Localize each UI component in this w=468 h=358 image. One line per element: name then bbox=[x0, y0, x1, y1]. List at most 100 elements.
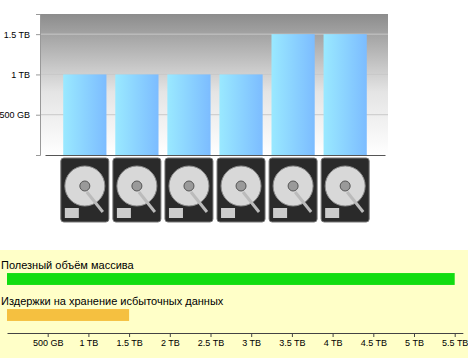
tick: 5.5 TB bbox=[442, 333, 468, 348]
category-label: Полезный объём массива bbox=[1, 259, 135, 271]
bars bbox=[63, 34, 367, 155]
drive-body bbox=[217, 158, 265, 222]
drive-body bbox=[321, 158, 369, 222]
tick: 500 GB bbox=[33, 333, 64, 348]
tick-mark bbox=[211, 333, 212, 337]
tick-mark bbox=[333, 333, 334, 337]
tick-mark bbox=[36, 74, 40, 75]
drive-platter bbox=[221, 166, 261, 206]
tick: 2 TB bbox=[161, 333, 180, 348]
tick-label: 1 TB bbox=[11, 70, 30, 80]
drive-label bbox=[117, 208, 131, 218]
tick: 2.5 TB bbox=[198, 333, 224, 348]
drive-platter bbox=[273, 166, 313, 206]
tick: 1.5 TB bbox=[116, 333, 142, 348]
tick-label: 5.5 TB bbox=[442, 338, 468, 348]
tick-mark bbox=[414, 333, 415, 337]
bar bbox=[271, 34, 314, 155]
panel-background bbox=[0, 250, 468, 358]
tick: 5 TB bbox=[405, 333, 424, 348]
tick-label: 2.5 TB bbox=[198, 338, 224, 348]
bar bbox=[219, 74, 262, 155]
tick-mark bbox=[48, 333, 49, 337]
drive-icons bbox=[61, 158, 369, 222]
drive-spindle bbox=[288, 181, 298, 191]
x-axis bbox=[46, 155, 386, 157]
tick-label: 4.5 TB bbox=[361, 338, 387, 348]
drive-spindle bbox=[236, 181, 246, 191]
tick: 3 TB bbox=[242, 333, 261, 348]
drive-arm bbox=[243, 192, 259, 212]
tick-label: 5 TB bbox=[405, 338, 424, 348]
drive-label bbox=[65, 208, 79, 218]
bar bbox=[324, 34, 367, 155]
tick-label: 2 TB bbox=[161, 338, 180, 348]
tick: 1.5 TB bbox=[4, 30, 40, 40]
canvas: 500 GB 1 TB 1.5 TB Полезный объём массива Из… bbox=[0, 0, 468, 358]
tick-label: 3 TB bbox=[242, 338, 261, 348]
tick-mark bbox=[292, 333, 293, 337]
tick-mark bbox=[170, 333, 171, 337]
drive-icon bbox=[269, 158, 317, 222]
tick-label: 1.5 TB bbox=[116, 338, 142, 348]
bar bbox=[63, 74, 106, 155]
tick-label: 1.5 TB bbox=[4, 30, 30, 40]
drive-platter bbox=[117, 166, 157, 206]
category-label: Издержки на хранение исбыточных данных bbox=[1, 295, 224, 307]
drive-body bbox=[113, 158, 161, 222]
drive-label bbox=[273, 208, 287, 218]
drive-icon bbox=[113, 158, 161, 222]
drive-platter bbox=[325, 166, 365, 206]
drive-spindle bbox=[132, 181, 142, 191]
drive-body bbox=[165, 158, 213, 222]
drive-arm bbox=[139, 192, 155, 212]
tick-mark bbox=[88, 333, 89, 337]
tick-label: 4 TB bbox=[324, 338, 343, 348]
drive-icon bbox=[61, 158, 109, 222]
drive-icon bbox=[321, 158, 369, 222]
drive-body bbox=[61, 158, 109, 222]
bar bbox=[7, 309, 129, 321]
tick-mark bbox=[373, 333, 374, 337]
x-axis: 500 GB 1 TB 1.5 TB 2 TB 2.5 TB 3 TB 3.5 TB 4 TB… bbox=[8, 333, 468, 348]
drive-label bbox=[325, 208, 339, 218]
chart: Полезный объём массива Издержки на хранен… bbox=[0, 250, 468, 358]
bar bbox=[7, 273, 455, 285]
drive-arm bbox=[295, 192, 311, 212]
tick-mark bbox=[251, 333, 252, 337]
tick: 500 GB bbox=[0, 110, 40, 120]
drive-icon bbox=[217, 158, 265, 222]
drive-spindle bbox=[340, 181, 350, 191]
tick: 1 TB bbox=[11, 70, 40, 80]
tick-mark bbox=[129, 333, 130, 337]
bar bbox=[167, 74, 210, 155]
drive-platter bbox=[169, 166, 209, 206]
drive-arm bbox=[191, 192, 207, 212]
tick-mark bbox=[36, 115, 40, 116]
drive-platter bbox=[65, 166, 105, 206]
tick-label: 500 GB bbox=[33, 338, 64, 348]
y-axis: 500 GB 1 TB 1.5 TB bbox=[0, 15, 41, 156]
tick: 4 TB bbox=[324, 333, 343, 348]
tick: 3.5 TB bbox=[279, 333, 305, 348]
chart: 500 GB 1 TB 1.5 TB bbox=[0, 14, 388, 222]
tick-mark bbox=[36, 34, 40, 35]
tick: 4.5 TB bbox=[361, 333, 387, 348]
tick-mark bbox=[455, 333, 456, 337]
axis-line bbox=[46, 155, 386, 156]
drive-arm bbox=[347, 192, 363, 212]
category-labels: Полезный объём массива Издержки на хранен… bbox=[1, 259, 224, 307]
bar bbox=[115, 74, 158, 155]
drive-body bbox=[269, 158, 317, 222]
tick-label: 500 GB bbox=[0, 110, 30, 120]
tick-label: 3.5 TB bbox=[279, 338, 305, 348]
axis-line bbox=[36, 15, 41, 156]
axis-line bbox=[8, 333, 464, 334]
tick-label: 1 TB bbox=[79, 338, 98, 348]
plot-background bbox=[40, 14, 388, 155]
drive-label bbox=[221, 208, 235, 218]
drive-arm bbox=[87, 192, 103, 212]
drive-spindle bbox=[184, 181, 194, 191]
drive-label bbox=[169, 208, 183, 218]
drive-icon bbox=[165, 158, 213, 222]
